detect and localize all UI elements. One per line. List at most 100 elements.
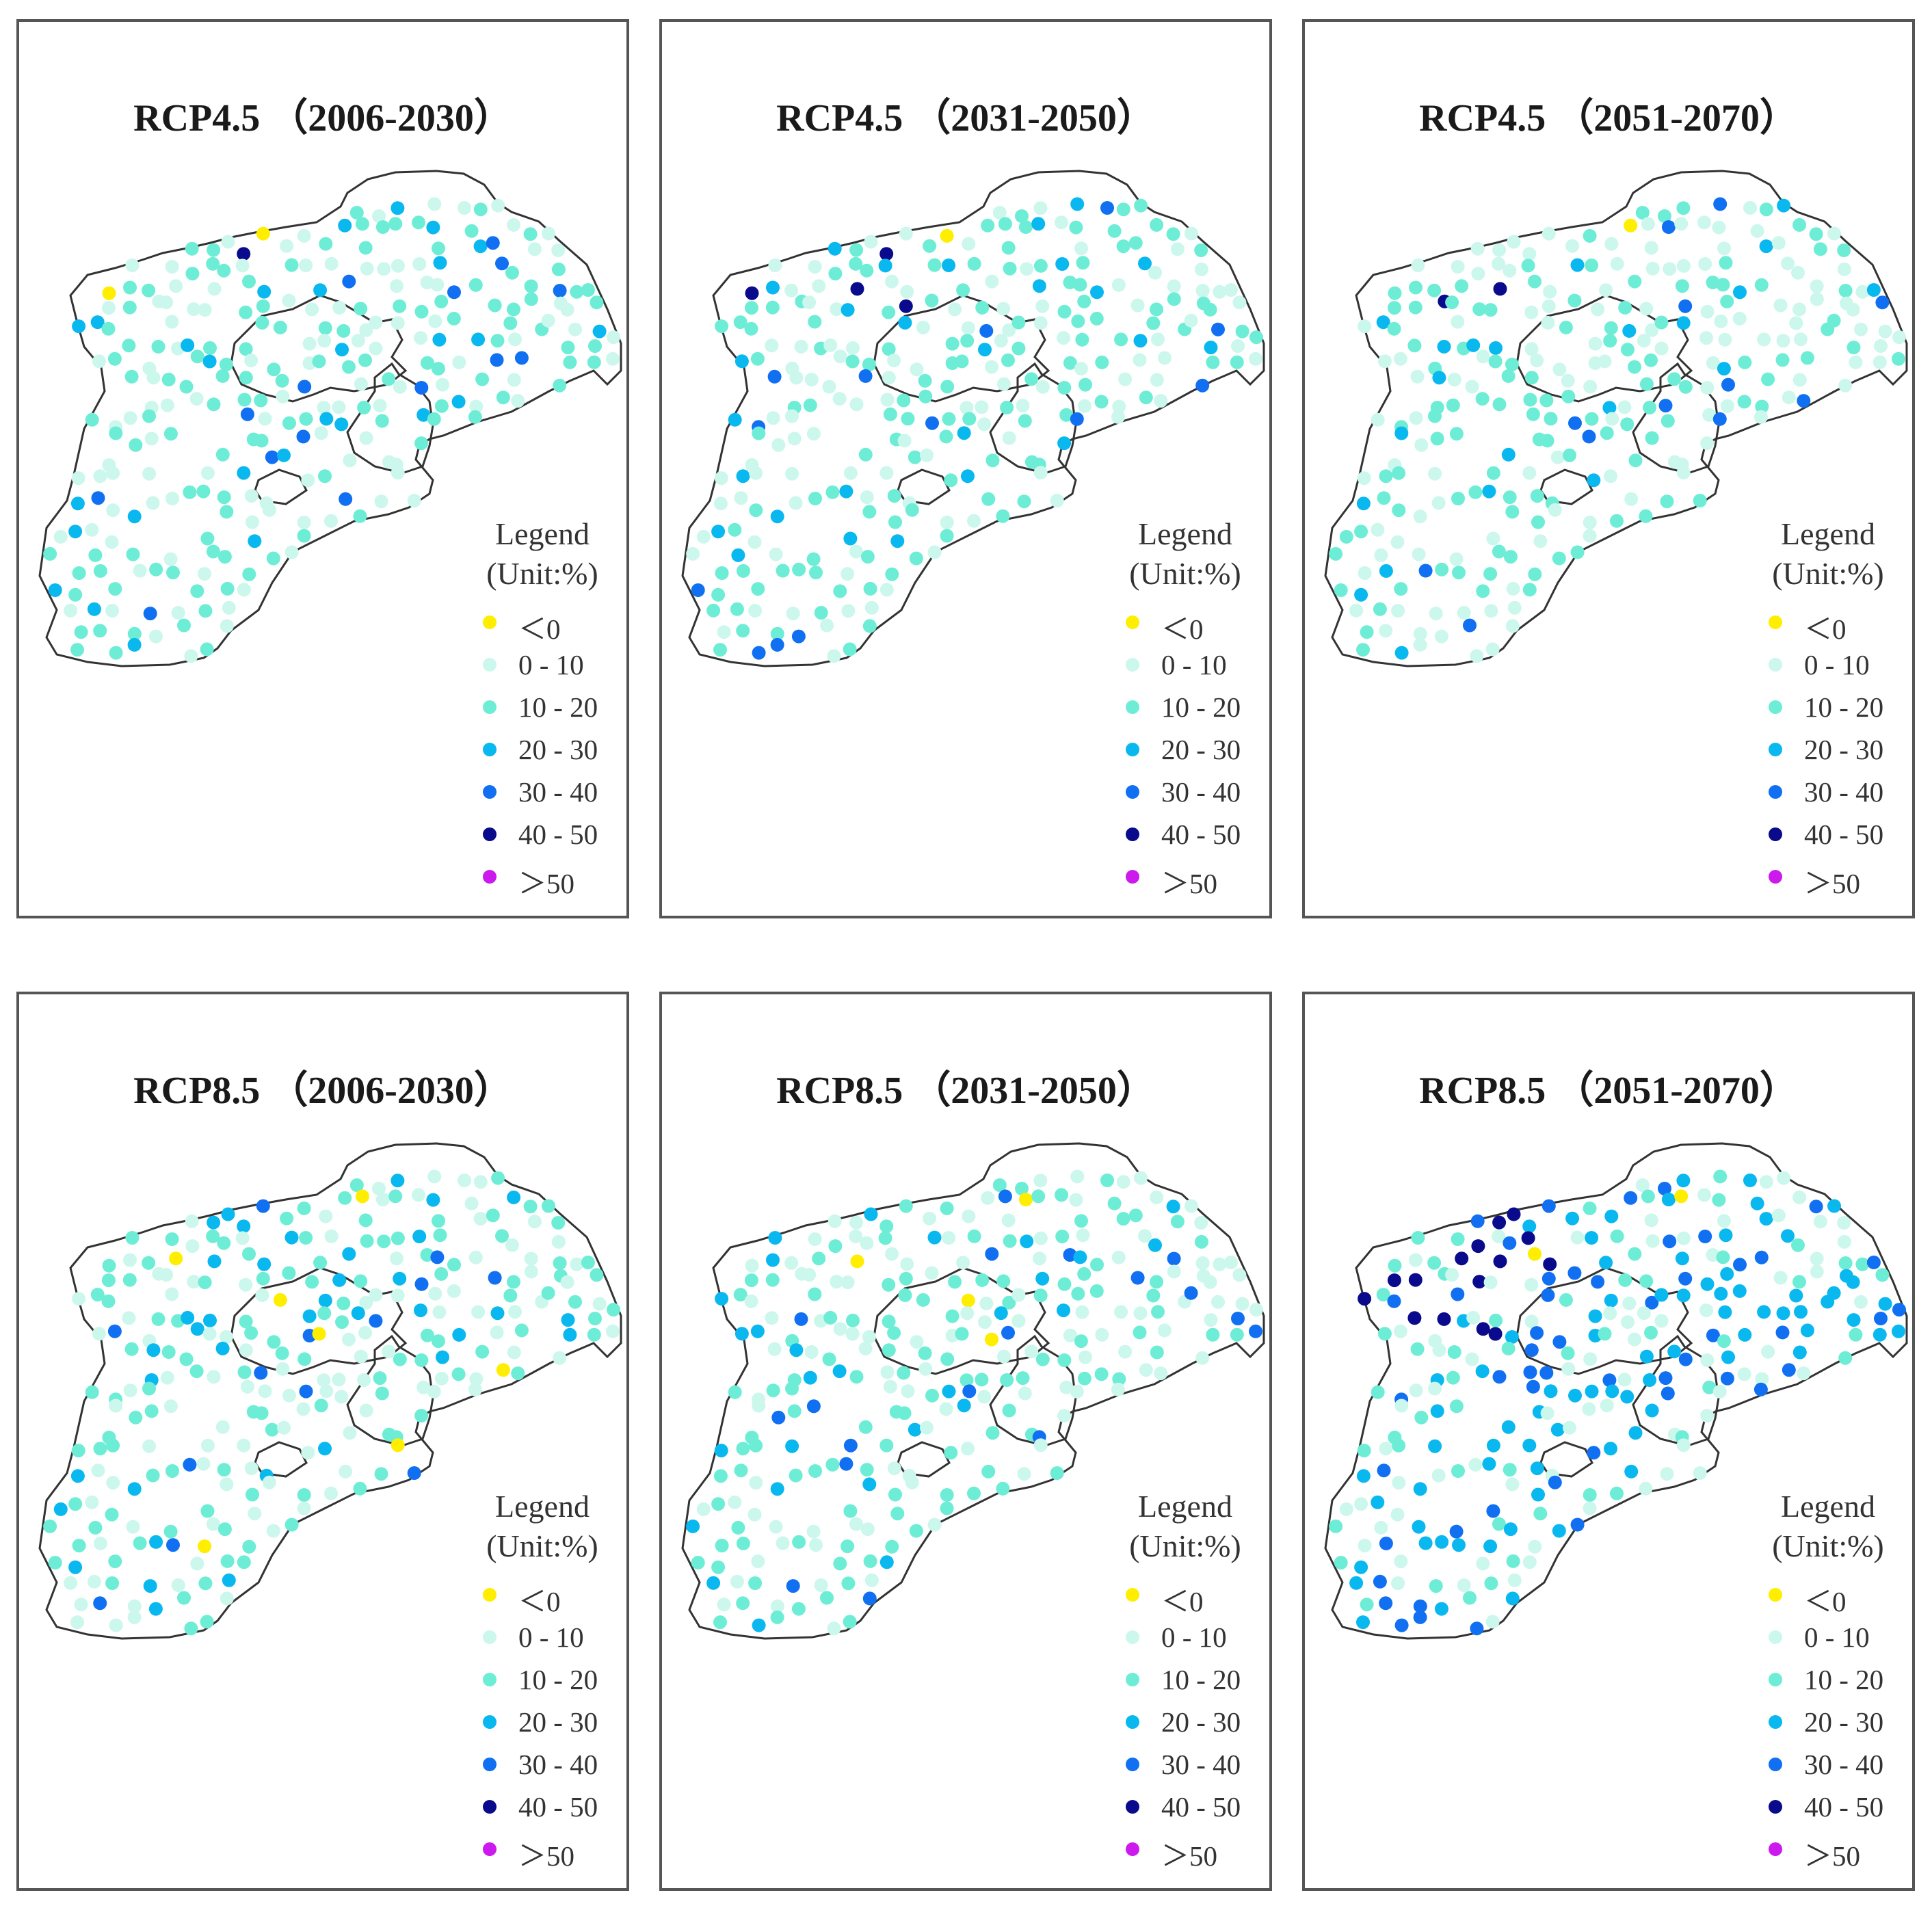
station-marker [1565,1211,1580,1225]
station-marker [1488,354,1503,369]
station-marker [879,1438,894,1453]
station-marker [1418,564,1433,578]
station-marker [1413,637,1427,652]
station-marker [1563,448,1576,462]
legend-label: 0 - 10 [518,649,584,680]
station-marker [239,342,253,356]
station-marker [219,1330,233,1344]
station-marker [945,1309,960,1323]
station-marker [942,1384,956,1399]
station-marker [1358,566,1372,580]
station-marker [1031,217,1046,231]
station-marker [299,259,313,272]
station-marker [1620,417,1635,432]
station-marker [1792,1275,1806,1289]
station-marker [715,319,729,334]
station-marker [713,496,728,511]
station-marker [1847,1313,1861,1327]
station-marker [794,1312,808,1326]
station-marker [1878,1297,1892,1311]
station-marker [1567,1266,1582,1280]
station-marker [511,394,525,408]
station-marker [747,1507,762,1522]
station-marker [803,1370,817,1385]
legend-item: 40 - 50 [1763,1786,1914,1829]
station-marker [1032,279,1046,293]
station-marker [551,262,566,276]
station-marker [1409,280,1422,295]
station-marker [1507,600,1522,615]
station-marker [1716,1250,1730,1264]
station-marker [1523,393,1537,407]
station-marker [1001,1325,1015,1340]
station-marker [142,409,156,423]
legend-item: ＜0 [477,1574,628,1617]
station-marker [1356,643,1370,657]
legend-unit: (Unit:%) [486,556,598,591]
station-marker [1446,1370,1460,1385]
station-marker [1185,1199,1198,1213]
station-marker [217,1522,232,1537]
legend-label: ＞50 [1804,868,1860,899]
station-marker [1033,1174,1048,1188]
station-marker [1639,1349,1654,1364]
station-marker [207,282,222,296]
station-marker [1074,1214,1088,1228]
station-marker [262,503,276,517]
station-marker [791,629,806,644]
station-marker [1112,399,1126,414]
station-marker [899,226,913,241]
station-marker [1451,492,1465,505]
station-marker [1570,1518,1585,1532]
station-marker [940,228,954,243]
station-marker [1585,1384,1599,1399]
station-marker [916,320,930,334]
station-marker [475,1344,490,1359]
station-marker [43,546,57,561]
station-marker [215,369,230,383]
legend-label: 30 - 40 [518,776,598,808]
station-marker [102,286,116,300]
legend-unit: (Unit:%) [1129,556,1241,591]
station-marker [200,642,214,657]
station-marker [823,338,838,352]
station-marker [825,1457,840,1472]
station-marker [1621,343,1635,357]
station-marker [1492,1215,1507,1230]
station-marker [165,1232,179,1246]
legend-item: ＜0 [477,602,628,645]
station-marker [909,1524,923,1538]
station-marker [1231,339,1245,353]
station-marker [1552,1335,1567,1349]
station-marker [1476,1556,1490,1571]
station-marker [1541,299,1556,313]
station-marker [171,1578,185,1592]
station-marker [430,1250,445,1264]
station-marker [1203,1275,1217,1289]
legend-item: 10 - 20 [1763,1659,1914,1701]
station-marker [102,1258,116,1273]
station-marker [1849,355,1863,369]
station-marker [1541,1199,1556,1213]
legend-label: 10 - 20 [1804,691,1884,723]
station-marker [751,582,765,596]
station-marker [1827,1199,1841,1213]
station-marker [1698,257,1712,271]
station-marker [1667,372,1682,386]
station-marker [862,1591,877,1606]
station-marker [1112,1372,1126,1386]
legend-label: 20 - 30 [518,1706,598,1738]
station-marker [451,1367,466,1381]
station-marker [998,217,1012,231]
station-marker [827,649,841,663]
legend-item: 0 - 10 [1120,1617,1271,1659]
station-marker [407,494,421,507]
station-marker [317,1306,332,1321]
station-marker [1533,1507,1548,1521]
station-marker [1827,226,1841,241]
station-marker [1809,1200,1823,1214]
legend-item: 20 - 30 [477,729,628,771]
station-marker [918,1362,933,1376]
station-marker [1676,259,1691,273]
station-marker [1057,1353,1072,1367]
